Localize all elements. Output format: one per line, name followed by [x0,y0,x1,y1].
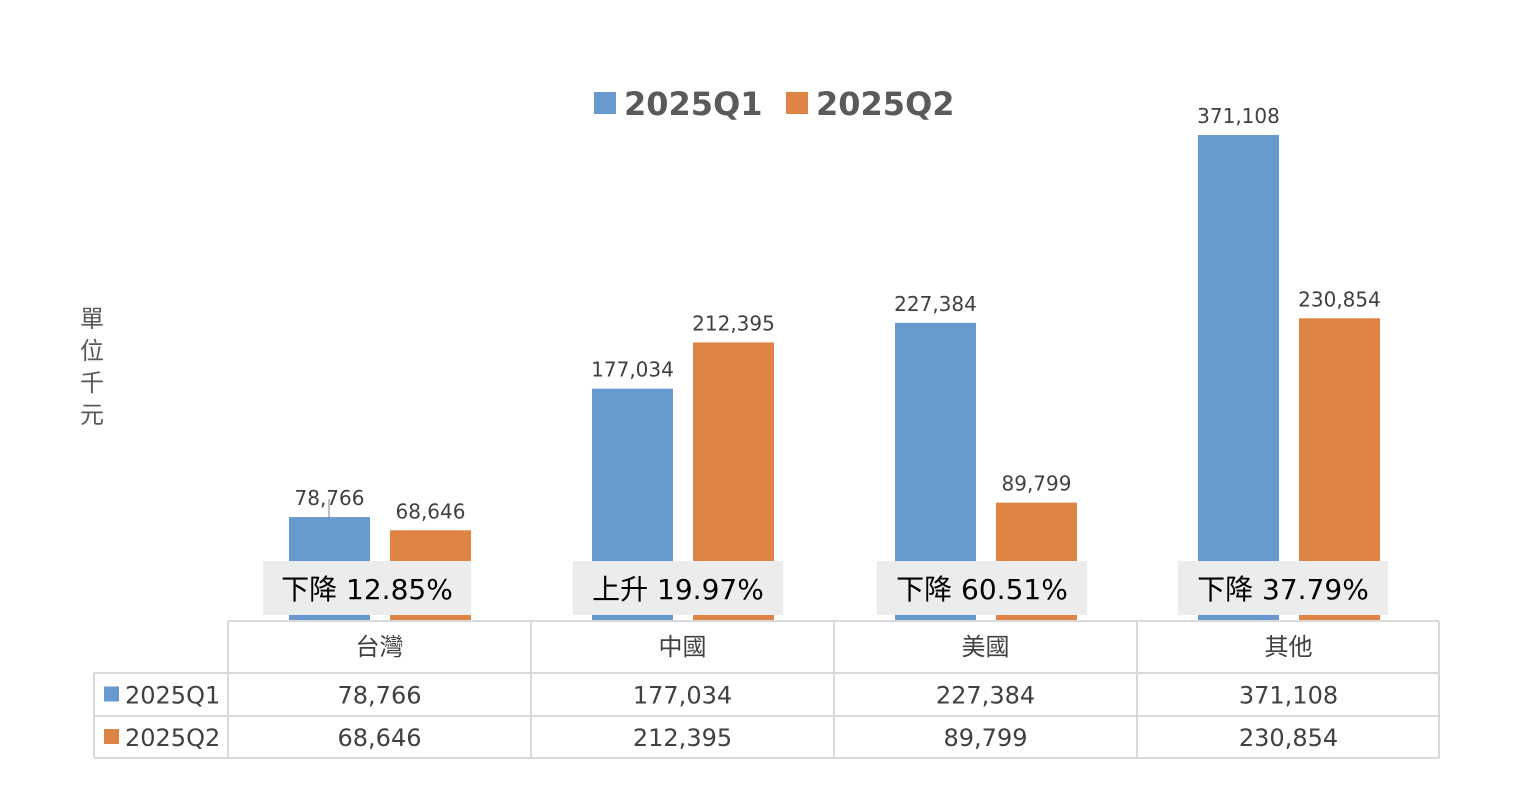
change-box-2 [573,561,783,615]
value-label-2-4: 230,854 [1298,287,1381,311]
legend-label-q1: 2025Q1 [624,85,763,123]
table-row-swatch-1 [104,686,119,702]
change-annotations: 下降 12.85% 上升 19.97% 下降 60.51% 下降 37.79% [263,561,1388,615]
category-label-1: 台灣 [356,633,404,661]
bars [289,135,1380,620]
value-label-2-2: 212,395 [692,311,775,335]
value-label-1-4: 371,108 [1197,104,1280,128]
change-box-1 [263,561,471,615]
table-cell-1-2: 177,034 [633,682,732,710]
table-row-swatch-2 [104,729,119,744]
data-table: 台灣 中國 美國 其他 2025Q1 78,766 177,034 227,384 371,10… [93,620,1440,759]
table-cell-2-4: 230,854 [1239,724,1338,752]
value-label-2-1: 68,646 [396,499,466,523]
change-label-1: 下降 12.85% [281,573,453,606]
category-label-2: 中國 [659,633,707,661]
legend-swatch-q2 [786,92,808,114]
change-box-4 [1178,561,1388,615]
value-label-1-2: 177,034 [591,358,674,382]
category-label-3: 美國 [962,633,1010,661]
table-cell-1-3: 227,384 [936,682,1035,710]
table-row-name-1: 2025Q1 [125,682,220,710]
value-label-2-3: 89,799 [1002,472,1072,496]
table-row-name-2: 2025Q2 [125,724,220,752]
legend-swatch-q1 [594,92,616,114]
legend-label-q2: 2025Q2 [816,85,955,123]
table-cell-2-2: 212,395 [633,724,732,752]
bar-1-4 [1198,135,1279,620]
change-label-2: 上升 19.97% [592,573,764,606]
table-cell-1-4: 371,108 [1239,682,1338,710]
table-cell-2-1: 68,646 [338,724,422,752]
change-label-4: 下降 37.79% [1197,573,1369,606]
change-label-3: 下降 60.51% [896,573,1068,606]
category-label-4: 其他 [1265,633,1313,661]
table-cell-1-1: 78,766 [338,682,422,710]
legend: 2025Q1 2025Q2 [594,85,955,123]
change-box-3 [877,561,1087,615]
y-axis-label: 單位千元 [80,305,104,429]
value-label-1-3: 227,384 [894,292,977,316]
table-cell-2-3: 89,799 [944,724,1028,752]
